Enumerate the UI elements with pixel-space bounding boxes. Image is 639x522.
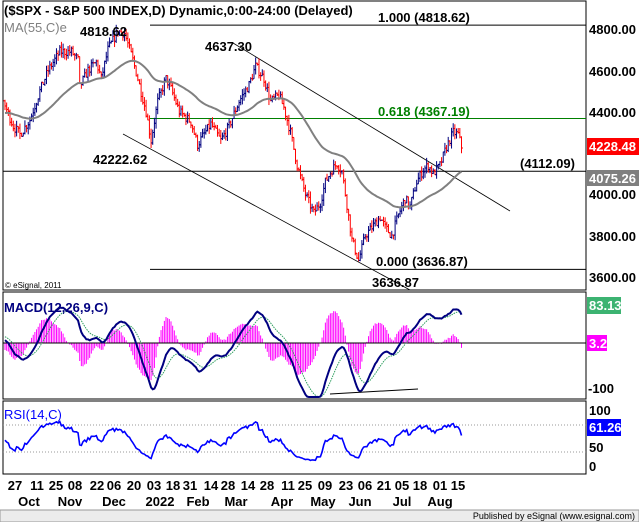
- date-tick: 11: [30, 478, 44, 493]
- rsi-label: RSI(14,C): [4, 407, 62, 422]
- date-tick: 14: [204, 478, 219, 493]
- macd-value-box: [587, 297, 621, 314]
- swing-high-label: 4637.30: [205, 39, 252, 54]
- month-tick: Feb: [186, 494, 209, 509]
- month-tick: Apr: [271, 494, 293, 509]
- copyright: © eSignal, 2011: [5, 281, 62, 290]
- rsi-panel: [2, 400, 587, 475]
- level-lines: [3, 24, 586, 270]
- macd-hist-box: [587, 335, 607, 351]
- rsi-tick: 100: [589, 403, 611, 418]
- price-tick: 4000.00: [589, 187, 636, 202]
- fib-618-label: 0.618 (4367.19): [378, 104, 470, 119]
- price-bars: [3, 24, 463, 262]
- price-tick: 4600.00: [589, 64, 636, 79]
- date-tick: 14: [241, 478, 256, 493]
- macd-value: 83.13: [589, 298, 622, 313]
- month-tick: 2022: [146, 494, 175, 509]
- month-tick: Jun: [348, 494, 371, 509]
- channel-upper-line: [232, 42, 511, 212]
- footer-bar: [0, 509, 639, 522]
- date-tick: 03: [147, 478, 161, 493]
- date-tick: 20: [127, 478, 141, 493]
- price-axis: 4800.00 4600.00 4400.00 4000.00 3800.00 …: [587, 22, 639, 474]
- last-price-box: [587, 138, 639, 155]
- rsi-tick: 50: [589, 440, 603, 455]
- month-tick: Oct: [18, 494, 40, 509]
- macd-hist-value: 3.2: [589, 336, 607, 351]
- price-tick: 4400.00: [589, 105, 636, 120]
- ma-value-box: [587, 170, 639, 186]
- month-tick: Mar: [224, 494, 247, 509]
- rsi-line: [4, 420, 463, 462]
- channel-lower-line: [122, 133, 411, 291]
- price-panel: [2, 0, 587, 291]
- ma-line: [4, 59, 462, 209]
- date-tick: 22: [90, 478, 104, 493]
- footer-text: Published by eSignal (www.esignal.com): [473, 511, 635, 521]
- date-tick: 18: [166, 478, 180, 493]
- month-tick: Jul: [393, 494, 412, 509]
- high-label: 4818.62: [80, 24, 127, 39]
- date-tick: 25: [298, 478, 312, 493]
- macd-tick: -100: [588, 381, 614, 396]
- fib-100-label: 1.000 (4818.62): [378, 10, 470, 25]
- date-tick: 08: [68, 478, 82, 493]
- macd-signal-line: [4, 310, 462, 398]
- date-axis: 27 11 25 08 22 06 20 03 18 31 14 28 14 28 11 25 09 23 06 21…: [8, 478, 465, 509]
- date-tick: 27: [8, 478, 22, 493]
- month-tick: Nov: [58, 494, 83, 509]
- date-tick: 05: [395, 478, 409, 493]
- ma-value: 4075.26: [589, 171, 636, 186]
- price-tick: 4800.00: [589, 22, 636, 37]
- date-tick: 09: [318, 478, 332, 493]
- macd-divergence-line: [329, 388, 419, 395]
- date-tick: 25: [49, 478, 63, 493]
- last-price-value: 4228.48: [589, 139, 636, 154]
- date-tick: 28: [221, 478, 235, 493]
- month-tick: Aug: [427, 494, 452, 509]
- month-tick: May: [310, 494, 336, 509]
- date-tick: 21: [377, 478, 391, 493]
- date-tick: 28: [260, 478, 274, 493]
- macd-panel: [2, 291, 587, 400]
- macd-label: MACD(12,26,9,C): [4, 300, 108, 315]
- price-tick: 3600.00: [589, 270, 636, 285]
- date-tick: 18: [413, 478, 427, 493]
- date-tick: 31: [183, 478, 197, 493]
- month-tick: Dec: [102, 494, 126, 509]
- macd-line: [4, 306, 463, 398]
- date-tick: 06: [358, 478, 372, 493]
- rsi-tick: 0: [589, 459, 596, 474]
- swing-low-label: 42222.62: [93, 152, 147, 167]
- date-tick: 06: [107, 478, 121, 493]
- chart-title: ($SPX - S&P 500 INDEX,D) Dynamic,0:00-24…: [4, 3, 353, 18]
- rsi-value: 61.26: [589, 420, 622, 435]
- date-tick: 01: [433, 478, 447, 493]
- rsi-value-box: [587, 419, 621, 436]
- fib-0-label: 0.000 (3636.87): [376, 254, 468, 269]
- price-tick: 3800.00: [589, 229, 636, 244]
- date-tick: 15: [451, 478, 465, 493]
- date-tick: 23: [339, 478, 353, 493]
- ma-label: MA(55,C)e: [4, 20, 67, 35]
- level-4112-label: (4112.09): [520, 156, 575, 171]
- date-tick: 11: [281, 478, 295, 493]
- low-label: 3636.87: [372, 275, 419, 290]
